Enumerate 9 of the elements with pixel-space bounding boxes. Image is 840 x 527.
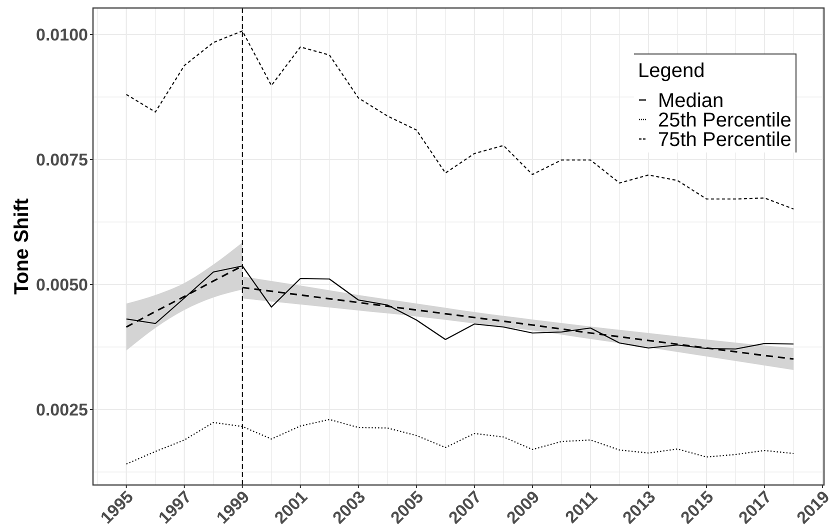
legend-label: 75th Percentile xyxy=(658,129,792,151)
legend-title: Legend xyxy=(638,60,705,82)
y-tick-label: 0.0100 xyxy=(36,25,88,44)
y-tick-label: 0.0075 xyxy=(36,150,88,170)
y-axis-title: Tone Shift xyxy=(11,198,33,295)
y-tick-label: 0.0050 xyxy=(36,275,88,294)
legend-label: 25th Percentile xyxy=(658,110,792,132)
y-tick-label: 0.0025 xyxy=(36,400,88,420)
legend-label: Median xyxy=(658,90,724,112)
